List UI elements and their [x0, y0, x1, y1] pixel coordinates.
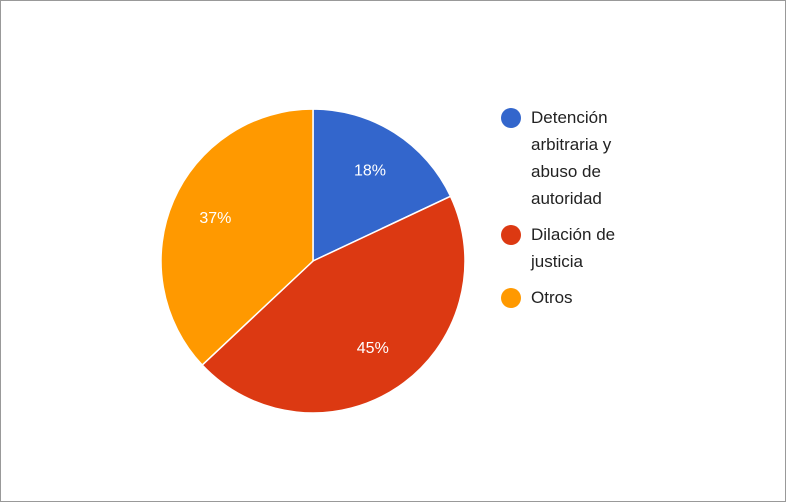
slice-label: 18%	[354, 162, 386, 179]
legend: Detención arbitraria y abuso de autorida…	[501, 105, 631, 321]
pie-slice	[201, 195, 466, 414]
legend-label: Detención arbitraria y abuso de autorida…	[531, 108, 612, 208]
legend-item: Detención arbitraria y abuso de autorida…	[501, 105, 631, 212]
legend-swatch	[501, 108, 521, 128]
legend-swatch	[501, 225, 521, 245]
legend-label: Otros	[531, 288, 573, 307]
pie-slice	[160, 108, 314, 367]
slice-label: 45%	[357, 340, 389, 357]
legend-label: Dilación de justicia	[531, 225, 616, 271]
pie-slice	[312, 108, 452, 263]
legend-item: Dilación de justicia	[501, 222, 631, 275]
legend-swatch	[501, 288, 521, 308]
legend-item: Otros	[501, 285, 631, 311]
slice-label: 37%	[199, 210, 231, 227]
